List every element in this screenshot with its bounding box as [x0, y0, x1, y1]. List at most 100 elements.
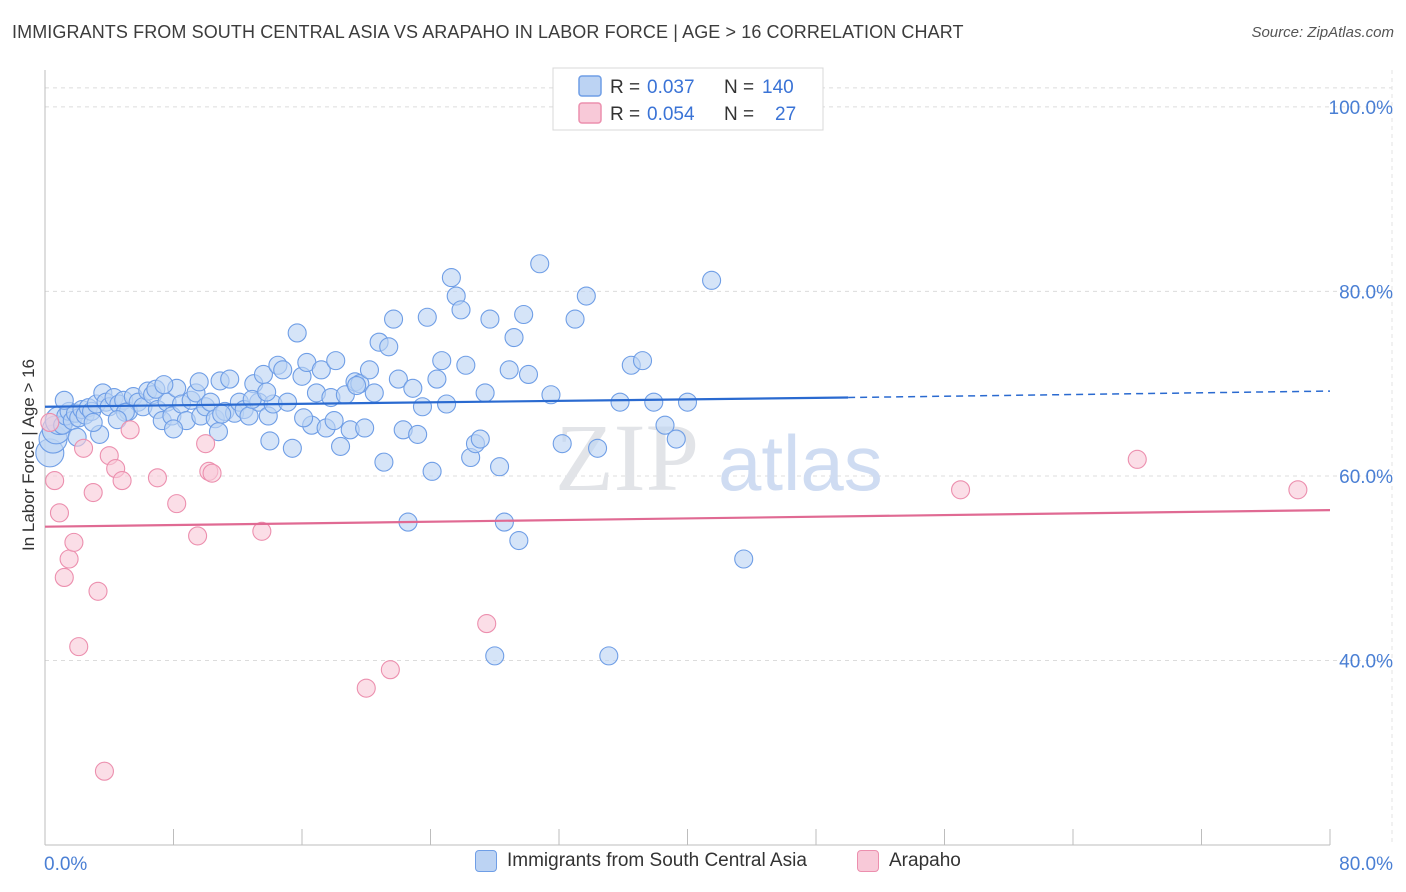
point-immigrants-113 — [610, 392, 630, 412]
legend-swatch-immigrants-bottom — [475, 850, 497, 872]
point-arapaho-15 — [147, 468, 167, 488]
point-immigrants-78 — [388, 369, 408, 389]
point-immigrants-107 — [541, 385, 561, 405]
point-immigrants-76 — [379, 337, 399, 357]
point-immigrants-132 — [347, 375, 367, 396]
point-immigrants-131 — [294, 408, 314, 428]
point-arapaho-10 — [94, 761, 114, 781]
point-immigrants-86 — [427, 369, 447, 389]
point-arapaho-25 — [1127, 449, 1147, 469]
legend-n-value-2: 27 — [775, 104, 796, 125]
legend-bottom: Immigrants from South Central Asia Arapa… — [0, 850, 1406, 880]
point-arapaho-16 — [167, 494, 187, 514]
watermark-atlas: atlas — [718, 419, 883, 507]
legend-item-arapaho: Arapaho — [857, 850, 961, 872]
point-immigrants-66 — [330, 436, 351, 456]
point-arapaho-22 — [356, 678, 376, 698]
point-immigrants-95 — [470, 429, 490, 449]
y-tick-label-3: 40.0% — [1339, 651, 1393, 672]
y-axis-label: In Labor Force | Age > 16 — [19, 359, 38, 551]
trend-lines — [44, 390, 1331, 528]
point-arapaho-5 — [64, 532, 84, 552]
point-immigrants-100 — [494, 512, 514, 532]
point-immigrants-116 — [644, 392, 664, 412]
point-immigrants-109 — [565, 309, 585, 329]
point-immigrants-112 — [599, 646, 619, 666]
point-immigrants-133 — [163, 419, 184, 439]
point-immigrants-135 — [107, 410, 127, 430]
point-immigrants-43 — [220, 369, 240, 389]
point-immigrants-73 — [364, 383, 384, 403]
legend-swatch-immigrants — [578, 75, 602, 97]
point-immigrants-65 — [326, 351, 346, 371]
point-immigrants-96 — [475, 383, 495, 403]
x-tick-label-max: 80.0% — [1339, 854, 1393, 875]
point-arapaho-7 — [74, 438, 94, 458]
legend-label-arapaho: Arapaho — [889, 850, 961, 871]
watermark: ZIP atlas — [555, 404, 883, 511]
point-arapaho-21 — [252, 521, 272, 541]
point-immigrants-84 — [417, 307, 437, 327]
point-immigrants-98 — [485, 646, 505, 666]
point-immigrants-130 — [257, 382, 277, 402]
legend-r-label-1: R = — [610, 77, 640, 98]
watermark-zip: ZIP — [555, 404, 699, 511]
point-arapaho-6 — [69, 637, 89, 657]
point-arapaho-3 — [54, 567, 74, 587]
point-arapaho-14 — [120, 420, 140, 440]
point-immigrants-122 — [324, 411, 344, 431]
point-immigrants-103 — [509, 530, 529, 551]
point-immigrants-54 — [273, 360, 293, 380]
point-immigrants-83 — [412, 397, 433, 417]
trend-line-immigrants-extension — [848, 390, 1331, 399]
point-immigrants-102 — [504, 328, 524, 348]
y-tick-labels: 100.0% 80.0% 60.0% 40.0% — [1329, 98, 1394, 673]
point-arapaho-2 — [49, 503, 70, 523]
point-immigrants-62 — [311, 360, 331, 380]
point-immigrants-125 — [83, 412, 103, 432]
legend-r-label-2: R = — [610, 104, 640, 125]
point-immigrants-104 — [514, 304, 534, 325]
point-immigrants-134 — [212, 404, 232, 424]
point-arapaho-27 — [1288, 480, 1308, 500]
point-immigrants-120 — [702, 270, 722, 290]
point-arapaho-8 — [83, 483, 103, 503]
point-immigrants-92 — [456, 355, 476, 375]
point-immigrants-56 — [282, 438, 302, 458]
trend-line-arapaho — [44, 508, 1331, 528]
y-tick-label-2: 60.0% — [1339, 467, 1393, 488]
point-immigrants-111 — [587, 438, 608, 458]
legend-r-value-1: 0.037 — [647, 77, 695, 98]
point-immigrants-117 — [655, 415, 675, 435]
point-arapaho-0 — [40, 412, 60, 432]
point-arapaho-13 — [112, 471, 132, 491]
point-immigrants-87 — [432, 351, 452, 371]
trend-line-immigrants — [44, 396, 849, 408]
point-immigrants-105 — [518, 364, 539, 385]
legend-swatch-arapaho-bottom — [857, 850, 879, 872]
point-immigrants-106 — [530, 254, 550, 274]
point-arapaho-20 — [202, 463, 222, 483]
chart-title: IMMIGRANTS FROM SOUTH CENTRAL ASIA VS AR… — [12, 22, 964, 42]
legend-item-immigrants: Immigrants from South Central Asia — [475, 850, 807, 872]
point-immigrants-108 — [552, 434, 572, 454]
point-immigrants-82 — [408, 424, 428, 444]
point-immigrants-91 — [451, 300, 471, 320]
point-immigrants-97 — [480, 309, 500, 329]
x-tick-label-min: 0.0% — [44, 854, 87, 875]
legend-n-label-2: N = — [724, 104, 754, 125]
legend-r-value-2: 0.054 — [647, 104, 695, 125]
series-immigrants-points — [35, 254, 754, 666]
point-immigrants-118 — [666, 429, 686, 449]
chart-source: Source: ZipAtlas.com — [1251, 24, 1394, 41]
point-immigrants-81 — [403, 378, 423, 398]
point-arapaho-26 — [951, 480, 971, 500]
point-immigrants-115 — [632, 351, 653, 371]
point-arapaho-4 — [59, 549, 79, 569]
point-arapaho-23 — [380, 660, 400, 680]
point-arapaho-1 — [45, 471, 65, 491]
point-immigrants-119 — [677, 392, 698, 412]
y-tick-label-0: 100.0% — [1329, 98, 1394, 119]
point-immigrants-101 — [499, 360, 519, 380]
